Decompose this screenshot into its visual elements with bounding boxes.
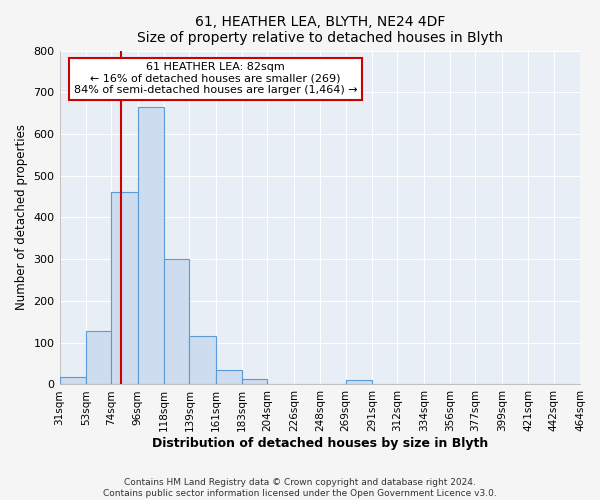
Bar — [346, 380, 372, 384]
Title: 61, HEATHER LEA, BLYTH, NE24 4DF
Size of property relative to detached houses in: 61, HEATHER LEA, BLYTH, NE24 4DF Size of… — [137, 15, 503, 45]
Bar — [190, 336, 216, 384]
Bar — [216, 370, 242, 384]
Bar — [137, 107, 164, 384]
Bar — [86, 331, 111, 384]
X-axis label: Distribution of detached houses by size in Blyth: Distribution of detached houses by size … — [152, 437, 488, 450]
Text: Contains HM Land Registry data © Crown copyright and database right 2024.
Contai: Contains HM Land Registry data © Crown c… — [103, 478, 497, 498]
Bar — [164, 259, 190, 384]
Bar — [111, 192, 137, 384]
Text: 61 HEATHER LEA: 82sqm
← 16% of detached houses are smaller (269)
84% of semi-det: 61 HEATHER LEA: 82sqm ← 16% of detached … — [74, 62, 358, 96]
Bar — [242, 380, 268, 384]
Y-axis label: Number of detached properties: Number of detached properties — [15, 124, 28, 310]
Bar — [59, 377, 86, 384]
